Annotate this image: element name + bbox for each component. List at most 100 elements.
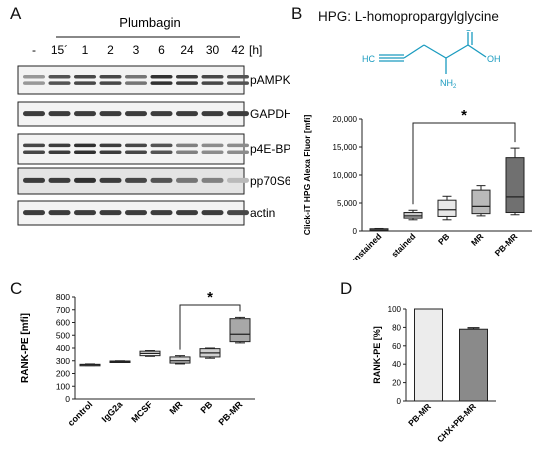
band xyxy=(99,177,122,183)
band xyxy=(99,74,122,79)
band xyxy=(201,210,224,216)
category-label: stained xyxy=(389,231,417,259)
y-tick-label: 0 xyxy=(353,227,358,236)
blot-pp70s6k: pp70S6K xyxy=(17,167,290,195)
blot-p4e-bp1: p4E-BP1 xyxy=(17,133,290,165)
y-tick-label: 60 xyxy=(392,342,401,351)
box-pb-mr xyxy=(229,316,251,344)
band xyxy=(125,74,147,79)
box-mcsf xyxy=(139,350,161,357)
oh-atom: OH xyxy=(487,54,501,64)
band xyxy=(227,143,249,148)
significance-star: * xyxy=(461,110,467,124)
band xyxy=(150,210,173,216)
band xyxy=(201,150,224,154)
y-tick-label: 100 xyxy=(388,305,402,314)
band xyxy=(48,210,71,216)
y-tick-label: 80 xyxy=(392,323,401,332)
box-stained xyxy=(403,209,423,221)
band xyxy=(125,111,147,117)
box-mr xyxy=(169,355,191,365)
lane-label: 2 xyxy=(107,43,114,57)
plumbagin-label: Plumbagin xyxy=(119,15,180,30)
box xyxy=(437,199,457,217)
lane-label: - xyxy=(32,43,36,57)
category-label: MCSF xyxy=(129,399,154,424)
band xyxy=(23,143,45,148)
bar-chx+pb-mr xyxy=(459,328,488,402)
y-tick-label: 600 xyxy=(56,318,70,328)
band xyxy=(176,74,198,79)
y-axis-label: RANK-PE [%] xyxy=(372,326,382,384)
blot-label: p4E-BP1 xyxy=(250,142,290,156)
band xyxy=(74,150,96,154)
panel-b-label: B xyxy=(291,4,303,23)
box-pb xyxy=(199,347,221,359)
y-tick-label: 0 xyxy=(65,394,70,404)
band xyxy=(201,143,224,148)
band xyxy=(48,177,71,183)
band xyxy=(23,177,45,183)
band xyxy=(48,111,71,117)
band xyxy=(99,150,122,154)
box-mr xyxy=(471,185,491,217)
lane-label: 15´ xyxy=(51,43,68,57)
blot-label: actin xyxy=(250,206,275,220)
band xyxy=(74,74,96,79)
time-unit-label: [h] xyxy=(249,43,262,57)
band xyxy=(201,111,224,117)
box xyxy=(505,157,525,214)
band xyxy=(150,81,173,85)
chart-b: 0 5,000 10,000 15,000 20,000 Click-iT HPG Ale… xyxy=(302,110,532,260)
band xyxy=(150,143,173,148)
band xyxy=(201,74,224,79)
blot-label: pAMPK xyxy=(250,73,290,87)
band xyxy=(176,81,198,85)
band xyxy=(23,81,45,85)
bar-pb-mr xyxy=(414,308,443,402)
band xyxy=(48,81,71,85)
y-tick-label: 15,000 xyxy=(333,143,358,152)
band xyxy=(99,111,122,117)
band xyxy=(176,210,198,216)
band xyxy=(99,81,122,85)
band xyxy=(23,74,45,79)
box xyxy=(471,189,491,215)
y-tick-label: 5,000 xyxy=(337,199,358,208)
nh2-atom: NH2 xyxy=(440,78,457,90)
category-label: MR xyxy=(167,399,184,416)
panel-c-label: C xyxy=(10,279,23,298)
band xyxy=(150,74,173,79)
band xyxy=(99,210,122,216)
band xyxy=(125,150,147,154)
band xyxy=(150,111,173,117)
box-pb-mr xyxy=(505,147,525,216)
western-blot-panel: Plumbagin [h] - 15´ 1 2 3 6 24 30 42 pAMPK GAPDH p… xyxy=(17,15,290,226)
lane-label: 30 xyxy=(206,43,220,57)
y-tick-label: 300 xyxy=(56,356,70,366)
o-atom: O xyxy=(465,30,472,33)
band xyxy=(74,111,96,117)
y-axis-label: RANK-PE [mfi] xyxy=(20,313,31,383)
band xyxy=(227,81,249,85)
band xyxy=(227,177,249,183)
band xyxy=(227,74,249,79)
band xyxy=(227,150,249,154)
significance-bracket xyxy=(179,304,241,350)
blot-frame xyxy=(17,65,245,95)
band xyxy=(74,81,96,85)
box xyxy=(229,318,251,343)
lane-label: 42 xyxy=(231,43,245,57)
hc-atom: HC xyxy=(362,54,375,64)
band xyxy=(176,143,198,148)
y-axis-label: Click-iT HPG Alexa Fluor [mfi] xyxy=(302,115,312,236)
band xyxy=(48,74,71,79)
band xyxy=(125,81,147,85)
category-label: control xyxy=(66,399,95,428)
band xyxy=(176,150,198,154)
category-label: PB xyxy=(436,231,451,246)
lane-label: 24 xyxy=(180,43,194,57)
band xyxy=(150,150,173,154)
y-tick-label: 40 xyxy=(392,360,401,369)
category-label: PB-MR xyxy=(406,401,433,428)
